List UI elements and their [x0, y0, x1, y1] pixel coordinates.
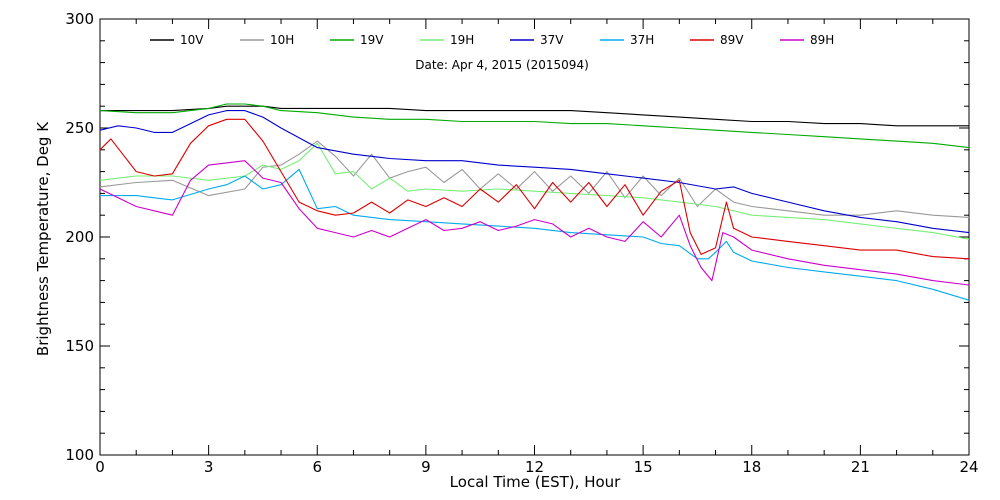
legend-label-37v: 37V: [540, 33, 564, 47]
series-line-37v: [99, 110, 970, 234]
x-tick-label: 15: [634, 458, 653, 476]
plot-frame: [99, 18, 970, 456]
legend-label-19v: 19V: [360, 33, 384, 47]
series-line-19v: [99, 103, 970, 149]
axes: [99, 18, 970, 456]
series-line-10v: [100, 105, 969, 127]
legend-label-19h: 19H: [450, 33, 474, 47]
series-lines: [99, 103, 970, 301]
legend-label-10h: 10H: [270, 33, 294, 47]
ticks: 0 3 6 9 12 15 18 21 24 100 150 200 250 300: [65, 10, 978, 476]
series-line-89v: [99, 118, 970, 260]
x-tick-label: 18: [742, 458, 761, 476]
legend: 10V 10H 19V 19H 37V 37H 89V 89H: [150, 33, 834, 47]
x-tick-label: 24: [959, 458, 978, 476]
legend-label-89h: 89H: [810, 33, 834, 47]
y-axis-title: Brightness Temperature, Deg K: [34, 121, 52, 356]
series-line-89h: [99, 160, 970, 286]
x-tick-label: 9: [421, 458, 431, 476]
y-tick-label: 150: [65, 337, 94, 355]
series-line-19h: [99, 142, 970, 240]
y-tick-label: 250: [65, 119, 94, 137]
x-tick-label: 21: [851, 458, 870, 476]
date-label: Date: Apr 4, 2015 (2015094): [415, 58, 589, 72]
y-tick-label: 200: [65, 228, 94, 246]
x-tick-label: 3: [204, 458, 214, 476]
legend-label-10v: 10V: [180, 33, 204, 47]
y-tick-label: 100: [65, 446, 94, 464]
x-tick-label: 12: [525, 458, 544, 476]
series-line-37h: [100, 168, 970, 301]
x-tick-label: 0: [95, 458, 105, 476]
legend-label-89v: 89V: [720, 33, 744, 47]
y-tick-label: 300: [65, 10, 94, 28]
series-line-10h: [99, 140, 970, 218]
legend-label-37h: 37H: [630, 33, 654, 47]
x-tick-label: 6: [312, 458, 322, 476]
x-axis-title: Local Time (EST), Hour: [450, 473, 621, 491]
